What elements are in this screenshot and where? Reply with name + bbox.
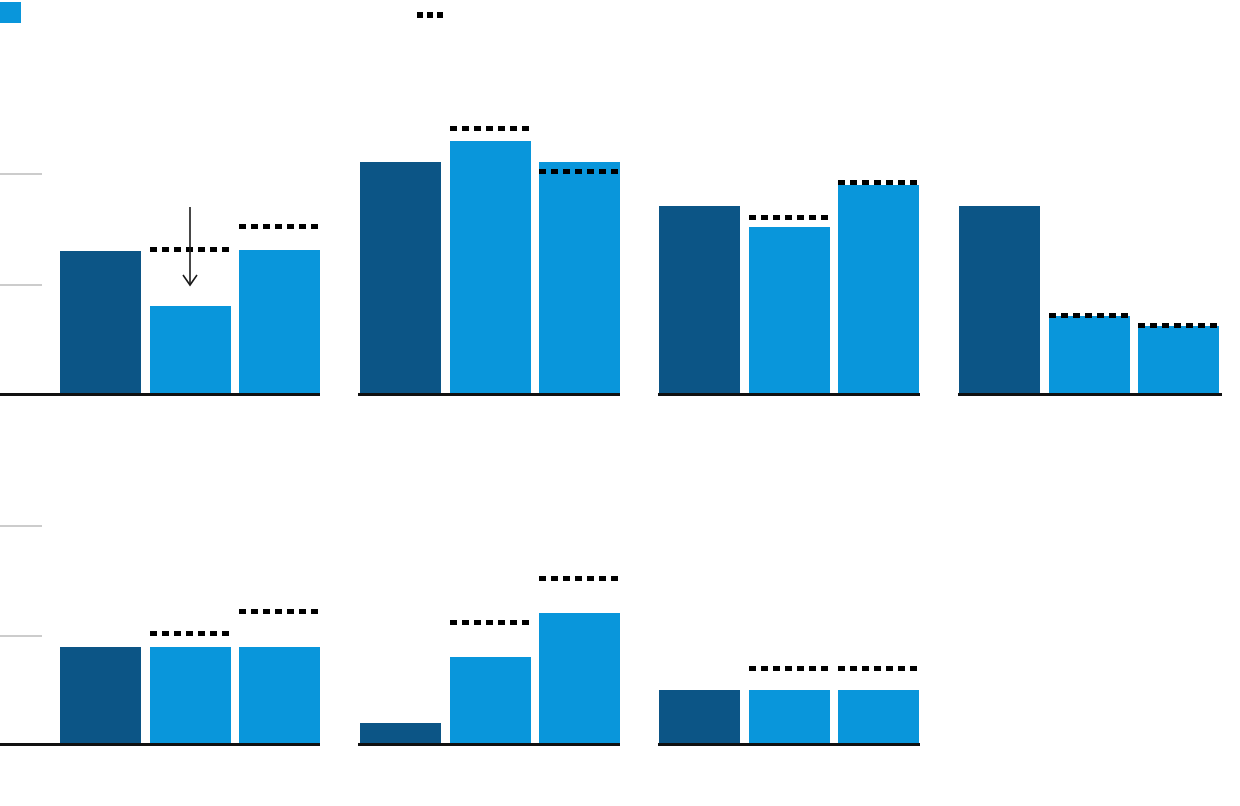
bar-row1-group2-bar3	[539, 162, 620, 395]
legend-dashed-line-swatch-icon	[417, 12, 443, 18]
y-axis-tick	[0, 173, 42, 175]
bar-row2-group1-bar2	[150, 647, 231, 745]
x-axis-baseline	[658, 743, 920, 746]
bar-row1-group1-bar1	[60, 251, 141, 395]
x-axis-baseline	[958, 393, 1222, 396]
dashed-target-line	[838, 180, 921, 185]
bar-row1-group2-bar2	[450, 141, 531, 395]
dashed-target-line	[1138, 323, 1221, 328]
y-axis-tick	[0, 525, 42, 527]
bar-row2-group2-bar1	[360, 723, 441, 745]
chart-canvas	[0, 0, 1240, 806]
bar-row1-group4-bar2	[1049, 316, 1130, 395]
x-axis-baseline	[658, 393, 920, 396]
x-axis-baseline	[358, 743, 620, 746]
dashed-target-line	[150, 631, 233, 636]
bar-row2-group2-bar3	[539, 613, 620, 745]
bar-row2-group1-bar1	[60, 647, 141, 745]
dashed-target-line	[239, 609, 322, 614]
bar-row1-group1-bar3	[239, 250, 320, 395]
bar-row2-group3-bar2	[749, 690, 830, 745]
bar-row1-group4-bar3	[1138, 326, 1219, 395]
down-arrow-icon	[177, 205, 203, 288]
bar-row1-group3-bar3	[838, 185, 919, 395]
x-axis-baseline	[0, 743, 320, 746]
legend-light-series-swatch-icon	[0, 2, 21, 23]
x-axis-baseline	[358, 393, 620, 396]
bar-row2-group1-bar3	[239, 647, 320, 745]
dashed-target-line	[838, 666, 921, 671]
dashed-target-line	[450, 620, 533, 625]
dashed-target-line	[539, 576, 622, 581]
dashed-target-line	[239, 224, 322, 229]
dashed-target-line	[1049, 313, 1132, 318]
dashed-target-line	[450, 126, 533, 131]
x-axis-baseline	[0, 393, 320, 396]
dashed-target-line	[539, 169, 622, 174]
y-axis-tick	[0, 284, 42, 286]
bar-row2-group3-bar3	[838, 690, 919, 745]
bar-row2-group2-bar2	[450, 657, 531, 745]
bar-row1-group4-bar1	[959, 206, 1040, 395]
y-axis-tick	[0, 635, 42, 637]
dashed-target-line	[749, 666, 832, 671]
dashed-target-line	[749, 215, 832, 220]
bar-row1-group2-bar1	[360, 162, 441, 395]
bar-row1-group3-bar1	[659, 206, 740, 395]
bar-row1-group1-bar2	[150, 306, 231, 395]
bar-row1-group3-bar2	[749, 227, 830, 395]
bar-row2-group3-bar1	[659, 690, 740, 745]
